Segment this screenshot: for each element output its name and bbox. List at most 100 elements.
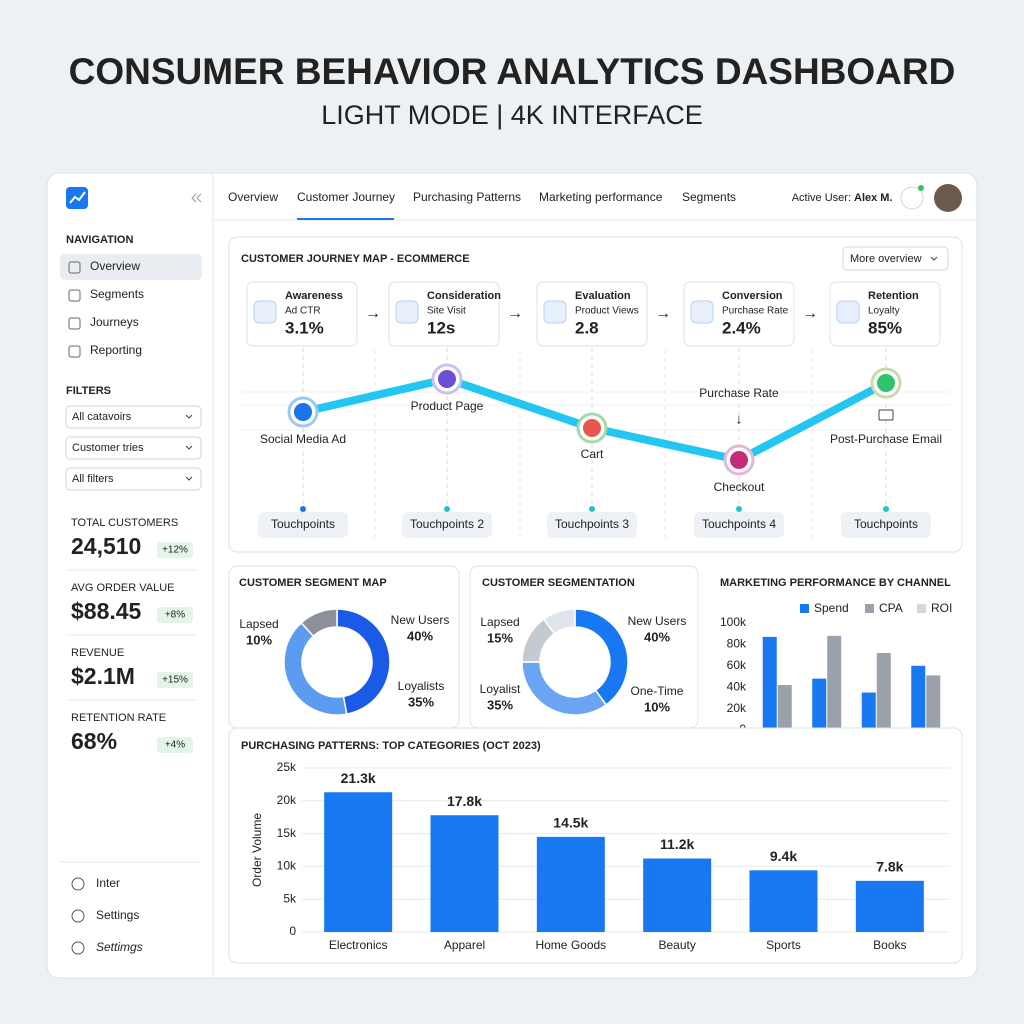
kpi-value: 68% <box>71 728 117 754</box>
bar <box>324 792 393 932</box>
tab[interactable]: Customer Journey <box>297 190 395 204</box>
nav-active <box>60 254 202 280</box>
y-axis-label: Order Volume <box>250 813 264 887</box>
stage-box <box>388 281 500 347</box>
bar <box>430 815 499 932</box>
status-dot <box>918 185 924 191</box>
touchpoint-label[interactable]: Touchpoints 4 <box>702 517 776 531</box>
touchpoint-pill[interactable] <box>841 512 931 538</box>
stage-box <box>536 281 648 347</box>
stage-metric: Ad CTR <box>285 306 321 317</box>
tab[interactable]: Segments <box>682 190 736 204</box>
stage-metric: Site Visit <box>427 306 466 317</box>
legend-swatch <box>800 604 809 613</box>
nav-title: NAVIGATION <box>66 234 133 246</box>
footer-item[interactable]: Settings <box>96 908 139 922</box>
stage-icon <box>395 300 419 324</box>
filter-text[interactable]: Customer tries <box>72 442 144 454</box>
more-button-text[interactable]: More overview <box>850 253 922 265</box>
touchpoint-dot <box>589 506 595 512</box>
footer-item[interactable]: Inter <box>96 876 120 890</box>
touchpoint-dot <box>300 506 306 512</box>
kpi-value: $88.45 <box>71 598 142 624</box>
stage-metric: Purchase Rate <box>722 306 789 317</box>
nav-item[interactable]: Segments <box>90 287 144 301</box>
kpi-badge <box>157 672 193 688</box>
bell[interactable] <box>900 186 924 210</box>
bar <box>643 858 712 932</box>
donut-label: One-Time <box>631 684 684 698</box>
filter-select[interactable] <box>65 405 202 429</box>
stage-box <box>246 281 358 347</box>
tab[interactable]: Marketing performance <box>539 190 663 204</box>
collapse-icon[interactable] <box>196 193 202 203</box>
touchpoint-pill[interactable] <box>547 512 637 538</box>
kpi-change: +4% <box>165 740 185 751</box>
x-tick-label: Home Goods <box>535 938 606 952</box>
value-label: 11.2k <box>660 836 694 852</box>
journey-point-label: Cart <box>581 447 604 461</box>
filter-text[interactable]: All catavoirs <box>72 411 132 423</box>
bar <box>876 652 891 730</box>
touchpoint-pill[interactable] <box>694 512 784 538</box>
stage-icon <box>690 300 714 324</box>
journey-point-label: Social Media Ad <box>260 432 346 446</box>
bar <box>812 678 827 730</box>
donut-value: 10% <box>246 632 272 647</box>
footer-icon <box>71 877 85 891</box>
tab[interactable]: Purchasing Patterns <box>413 190 521 204</box>
nav-item[interactable]: Journeys <box>90 315 139 329</box>
x-tick-label: Beauty <box>658 938 695 952</box>
value-label: 17.8k <box>447 793 482 809</box>
touchpoint-dot <box>883 506 889 512</box>
stage-metric: Loyalty <box>868 306 900 317</box>
bar <box>762 636 777 730</box>
journey-node <box>438 370 456 388</box>
chevron <box>185 445 193 450</box>
touchpoint-pill[interactable] <box>402 512 492 538</box>
filter-select[interactable] <box>65 467 202 491</box>
touchpoint-label[interactable]: Touchpoints 3 <box>555 517 629 531</box>
y-tick-label: 10k <box>277 859 297 873</box>
kpi-badge <box>157 737 193 753</box>
bar <box>827 635 842 730</box>
x-tick-label: Apparel <box>444 938 485 952</box>
touchpoint-label[interactable]: Touchpoints 2 <box>410 517 484 531</box>
collapse-icon[interactable] <box>191 193 197 203</box>
touchpoint-pill[interactable] <box>258 512 348 538</box>
y-tick-label: 25k <box>277 760 297 774</box>
more-button[interactable] <box>842 246 949 271</box>
tab[interactable]: Overview <box>228 190 278 204</box>
stage-value: 2.8 <box>575 318 599 337</box>
touchpoint-label[interactable]: Touchpoints <box>271 517 335 531</box>
journey-point-label: Post-Purchase Email <box>830 432 942 446</box>
journey-node <box>730 451 748 469</box>
footer-icon <box>71 909 85 923</box>
touchpoint-label[interactable]: Touchpoints <box>854 517 918 531</box>
nav-icon <box>68 317 81 330</box>
bar <box>855 880 924 932</box>
footer-item[interactable]: Settimgs <box>96 940 143 954</box>
y-tick-label: 5k <box>283 891 297 905</box>
x-tick-label: Sports <box>766 938 801 952</box>
stage-value: 85% <box>868 318 902 337</box>
nav-item[interactable]: Reporting <box>90 343 142 357</box>
page-subtitle: LIGHT MODE | 4K INTERFACE <box>321 100 703 130</box>
y-tick-label: 20k <box>277 793 297 807</box>
y-tick-label: 100k <box>720 615 747 629</box>
stage-icon <box>836 300 860 324</box>
avatar[interactable] <box>934 184 962 212</box>
kpi-label: AVG ORDER VALUE <box>71 582 175 594</box>
donut-value: 35% <box>487 697 513 712</box>
filter-text[interactable]: All filters <box>72 473 114 485</box>
touchpoint-dot <box>444 506 450 512</box>
filter-select[interactable] <box>65 436 202 460</box>
y-tick-label: 0 <box>289 924 296 938</box>
chart-title: PURCHASING PATTERNS: TOP CATEGORIES (OCT… <box>241 740 541 752</box>
nav-item[interactable]: Overview <box>90 259 140 273</box>
value-label: 21.3k <box>341 770 376 786</box>
donut-value: 35% <box>408 694 434 709</box>
stage-arrow: → <box>802 305 818 322</box>
journey-node <box>877 374 895 392</box>
page-title: CONSUMER BEHAVIOR ANALYTICS DASHBOARD <box>69 51 956 92</box>
